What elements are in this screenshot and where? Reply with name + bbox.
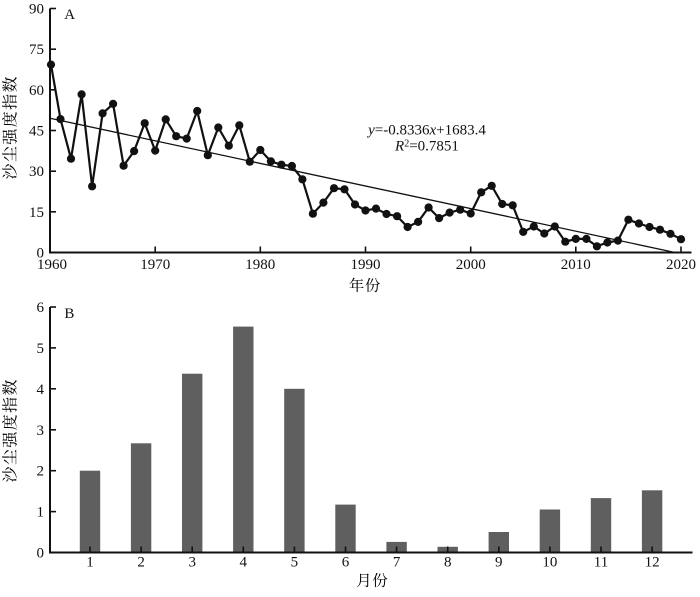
svg-text:5: 5 <box>37 341 45 357</box>
svg-text:1: 1 <box>86 555 94 571</box>
svg-text:1970: 1970 <box>140 257 170 273</box>
svg-text:6: 6 <box>37 300 45 316</box>
svg-text:2: 2 <box>137 555 145 571</box>
svg-text:8: 8 <box>444 555 452 571</box>
svg-text:1990: 1990 <box>351 257 381 273</box>
svg-text:5: 5 <box>291 555 299 571</box>
svg-text:7: 7 <box>393 555 401 571</box>
svg-text:0: 0 <box>37 546 45 562</box>
svg-text:12: 12 <box>645 555 660 571</box>
svg-text:y=-0.8336x+1683.4: y=-0.8336x+1683.4 <box>366 123 486 139</box>
svg-text:2: 2 <box>37 464 45 480</box>
svg-text:30: 30 <box>29 164 44 180</box>
svg-text:A: A <box>64 7 75 23</box>
svg-text:9: 9 <box>495 555 503 571</box>
svg-text:75: 75 <box>29 42 44 58</box>
svg-text:4: 4 <box>37 382 45 398</box>
svg-text:0: 0 <box>37 246 45 262</box>
svg-text:1980: 1980 <box>245 257 275 273</box>
svg-text:1960: 1960 <box>37 257 67 273</box>
svg-text:4: 4 <box>240 555 248 571</box>
svg-text:1: 1 <box>37 505 45 521</box>
svg-text:B: B <box>64 306 74 322</box>
svg-text:45: 45 <box>29 124 44 140</box>
svg-text:6: 6 <box>342 555 350 571</box>
svg-text:60: 60 <box>29 83 44 99</box>
svg-text:90: 90 <box>29 2 44 18</box>
svg-text:2000: 2000 <box>456 257 486 273</box>
svg-text:15: 15 <box>29 205 44 221</box>
svg-text:2010: 2010 <box>561 257 591 273</box>
svg-text:11: 11 <box>594 555 608 571</box>
svg-text:R2=0.7851: R2=0.7851 <box>394 139 459 155</box>
svg-text:2020: 2020 <box>666 257 696 273</box>
svg-text:3: 3 <box>188 555 196 571</box>
svg-text:10: 10 <box>542 555 557 571</box>
svg-text:3: 3 <box>37 423 45 439</box>
